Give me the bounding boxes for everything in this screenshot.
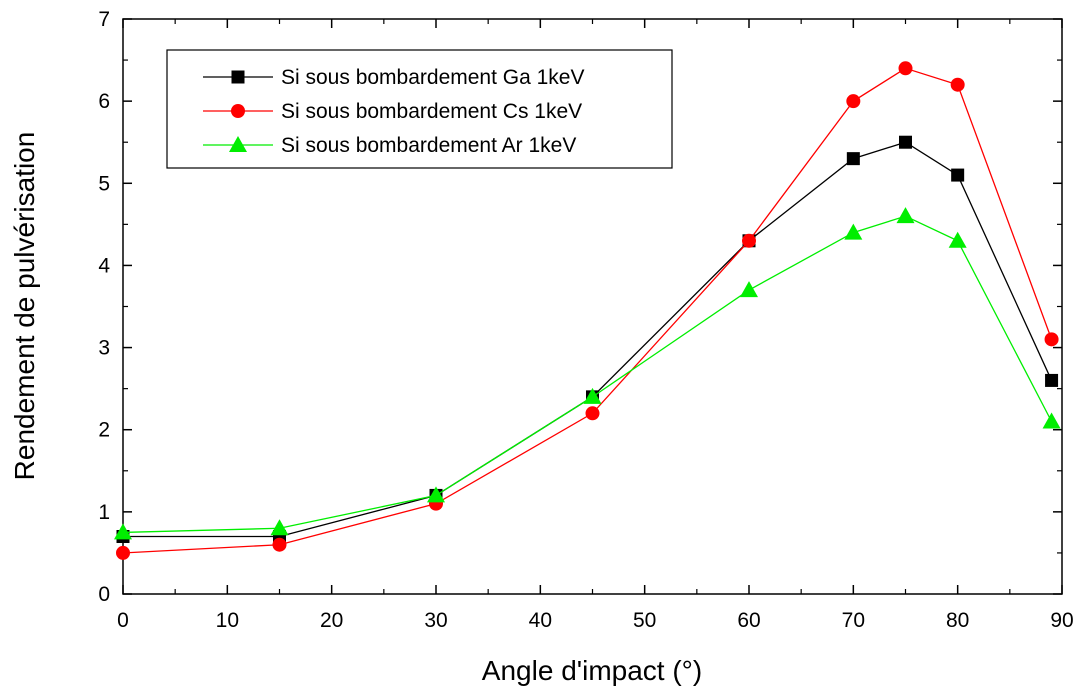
x-tick-label: 90	[1050, 609, 1073, 632]
y-tick-label: 0	[98, 583, 110, 606]
data-point	[1042, 412, 1061, 429]
x-tick-label: 50	[633, 609, 656, 632]
axis-tick-labels: 0 10 20 30 40 50 60 70 80 90 0 1 2 3 4 5 6 7	[98, 8, 1073, 632]
legend-box	[166, 49, 673, 169]
series-group	[114, 61, 1061, 560]
legend-item: Si sous bombardement Cs 1keV	[203, 100, 582, 123]
x-tick-label: 0	[117, 609, 129, 632]
x-tick-label: 40	[529, 609, 552, 632]
data-point	[427, 486, 445, 503]
data-point	[948, 231, 967, 248]
legend-label: Si sous bombardement Ar 1keV	[281, 134, 576, 157]
data-point	[951, 168, 965, 182]
data-point	[1044, 332, 1059, 347]
data-point	[583, 387, 602, 404]
x-tick-label: 30	[424, 609, 447, 632]
y-tick-label: 1	[98, 501, 110, 524]
y-tick-label: 3	[98, 337, 110, 360]
data-point	[896, 207, 915, 224]
x-tick-label: 70	[842, 609, 865, 632]
x-tick-label: 10	[216, 609, 239, 632]
series-triangle	[114, 207, 1061, 540]
data-point	[1045, 373, 1059, 387]
data-point	[270, 519, 289, 536]
data-point	[846, 152, 860, 166]
y-axis-title: Rendement de pulvérisation	[9, 132, 40, 481]
legend-item: Si sous bombardement Ga 1keV	[203, 66, 585, 89]
data-point	[846, 94, 861, 109]
y-tick-label: 2	[98, 419, 110, 442]
data-point	[950, 77, 965, 92]
x-tick-label: 80	[946, 609, 969, 632]
legend-label: Si sous bombardement Ga 1keV	[281, 66, 585, 89]
axis-ticks	[122, 18, 1063, 595]
data-point	[272, 537, 287, 552]
y-tick-label: 4	[98, 254, 110, 277]
legend-marker	[231, 104, 245, 118]
legend-label: Si sous bombardement Cs 1keV	[281, 100, 582, 123]
x-tick-label: 60	[737, 609, 760, 632]
legend-item: Si sous bombardement Ar 1keV	[203, 134, 576, 157]
data-point	[740, 281, 758, 298]
legend-marker	[229, 136, 247, 152]
x-tick-label: 20	[320, 609, 343, 632]
data-point	[742, 233, 756, 248]
y-tick-label: 6	[98, 90, 110, 113]
y-tick-label: 7	[98, 8, 110, 31]
y-tick-label: 5	[98, 172, 110, 195]
data-point	[899, 135, 912, 149]
data-point	[585, 406, 600, 421]
legend-marker	[231, 70, 245, 84]
data-point	[116, 545, 130, 560]
x-axis-title: Angle d'impact (°)	[482, 655, 702, 686]
legend: Si sous bombardement Ga 1keV Si sous bomb…	[166, 49, 673, 169]
series-circle	[116, 61, 1059, 560]
data-point	[114, 523, 132, 540]
data-point	[844, 223, 863, 240]
data-point	[898, 61, 913, 76]
